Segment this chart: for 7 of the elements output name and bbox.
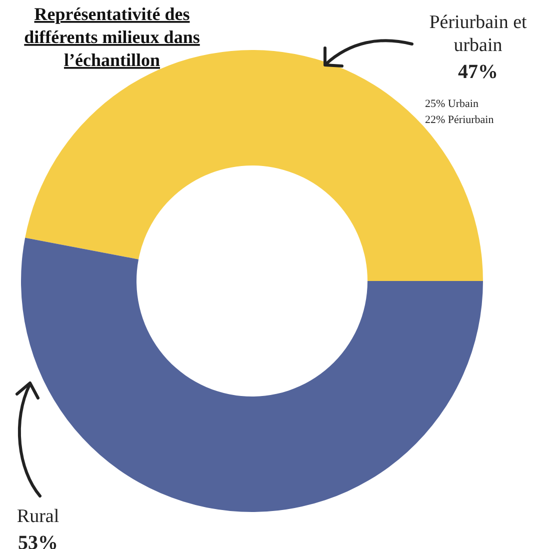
data-label: 47% <box>458 61 498 83</box>
text: 22% Périurbain <box>425 114 494 126</box>
data-label: 53% <box>18 532 58 549</box>
text: 25% Urbain <box>425 98 479 110</box>
text: Représentativité des différents milieux dans l’échantillon <box>24 4 200 70</box>
slice-label: Périurbain et urbain <box>429 12 528 56</box>
slice-label: Rural <box>16 506 60 527</box>
